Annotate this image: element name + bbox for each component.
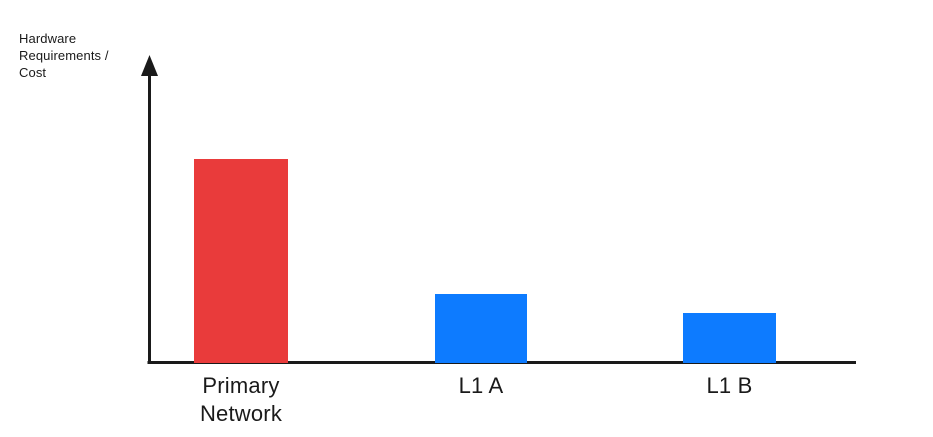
bar-primary-network[interactable]: [194, 159, 288, 363]
bar-l1-a[interactable]: [435, 294, 527, 363]
bar-l1-b[interactable]: [683, 313, 776, 363]
x-axis-label-l1-b: L1 B: [706, 373, 753, 398]
x-axis-label-l1-a: L1 A: [458, 373, 504, 398]
x-axis-label-primary-network: Primary Network: [199, 373, 283, 426]
y-axis-label: Hardware Requirements / Cost: [19, 31, 109, 80]
